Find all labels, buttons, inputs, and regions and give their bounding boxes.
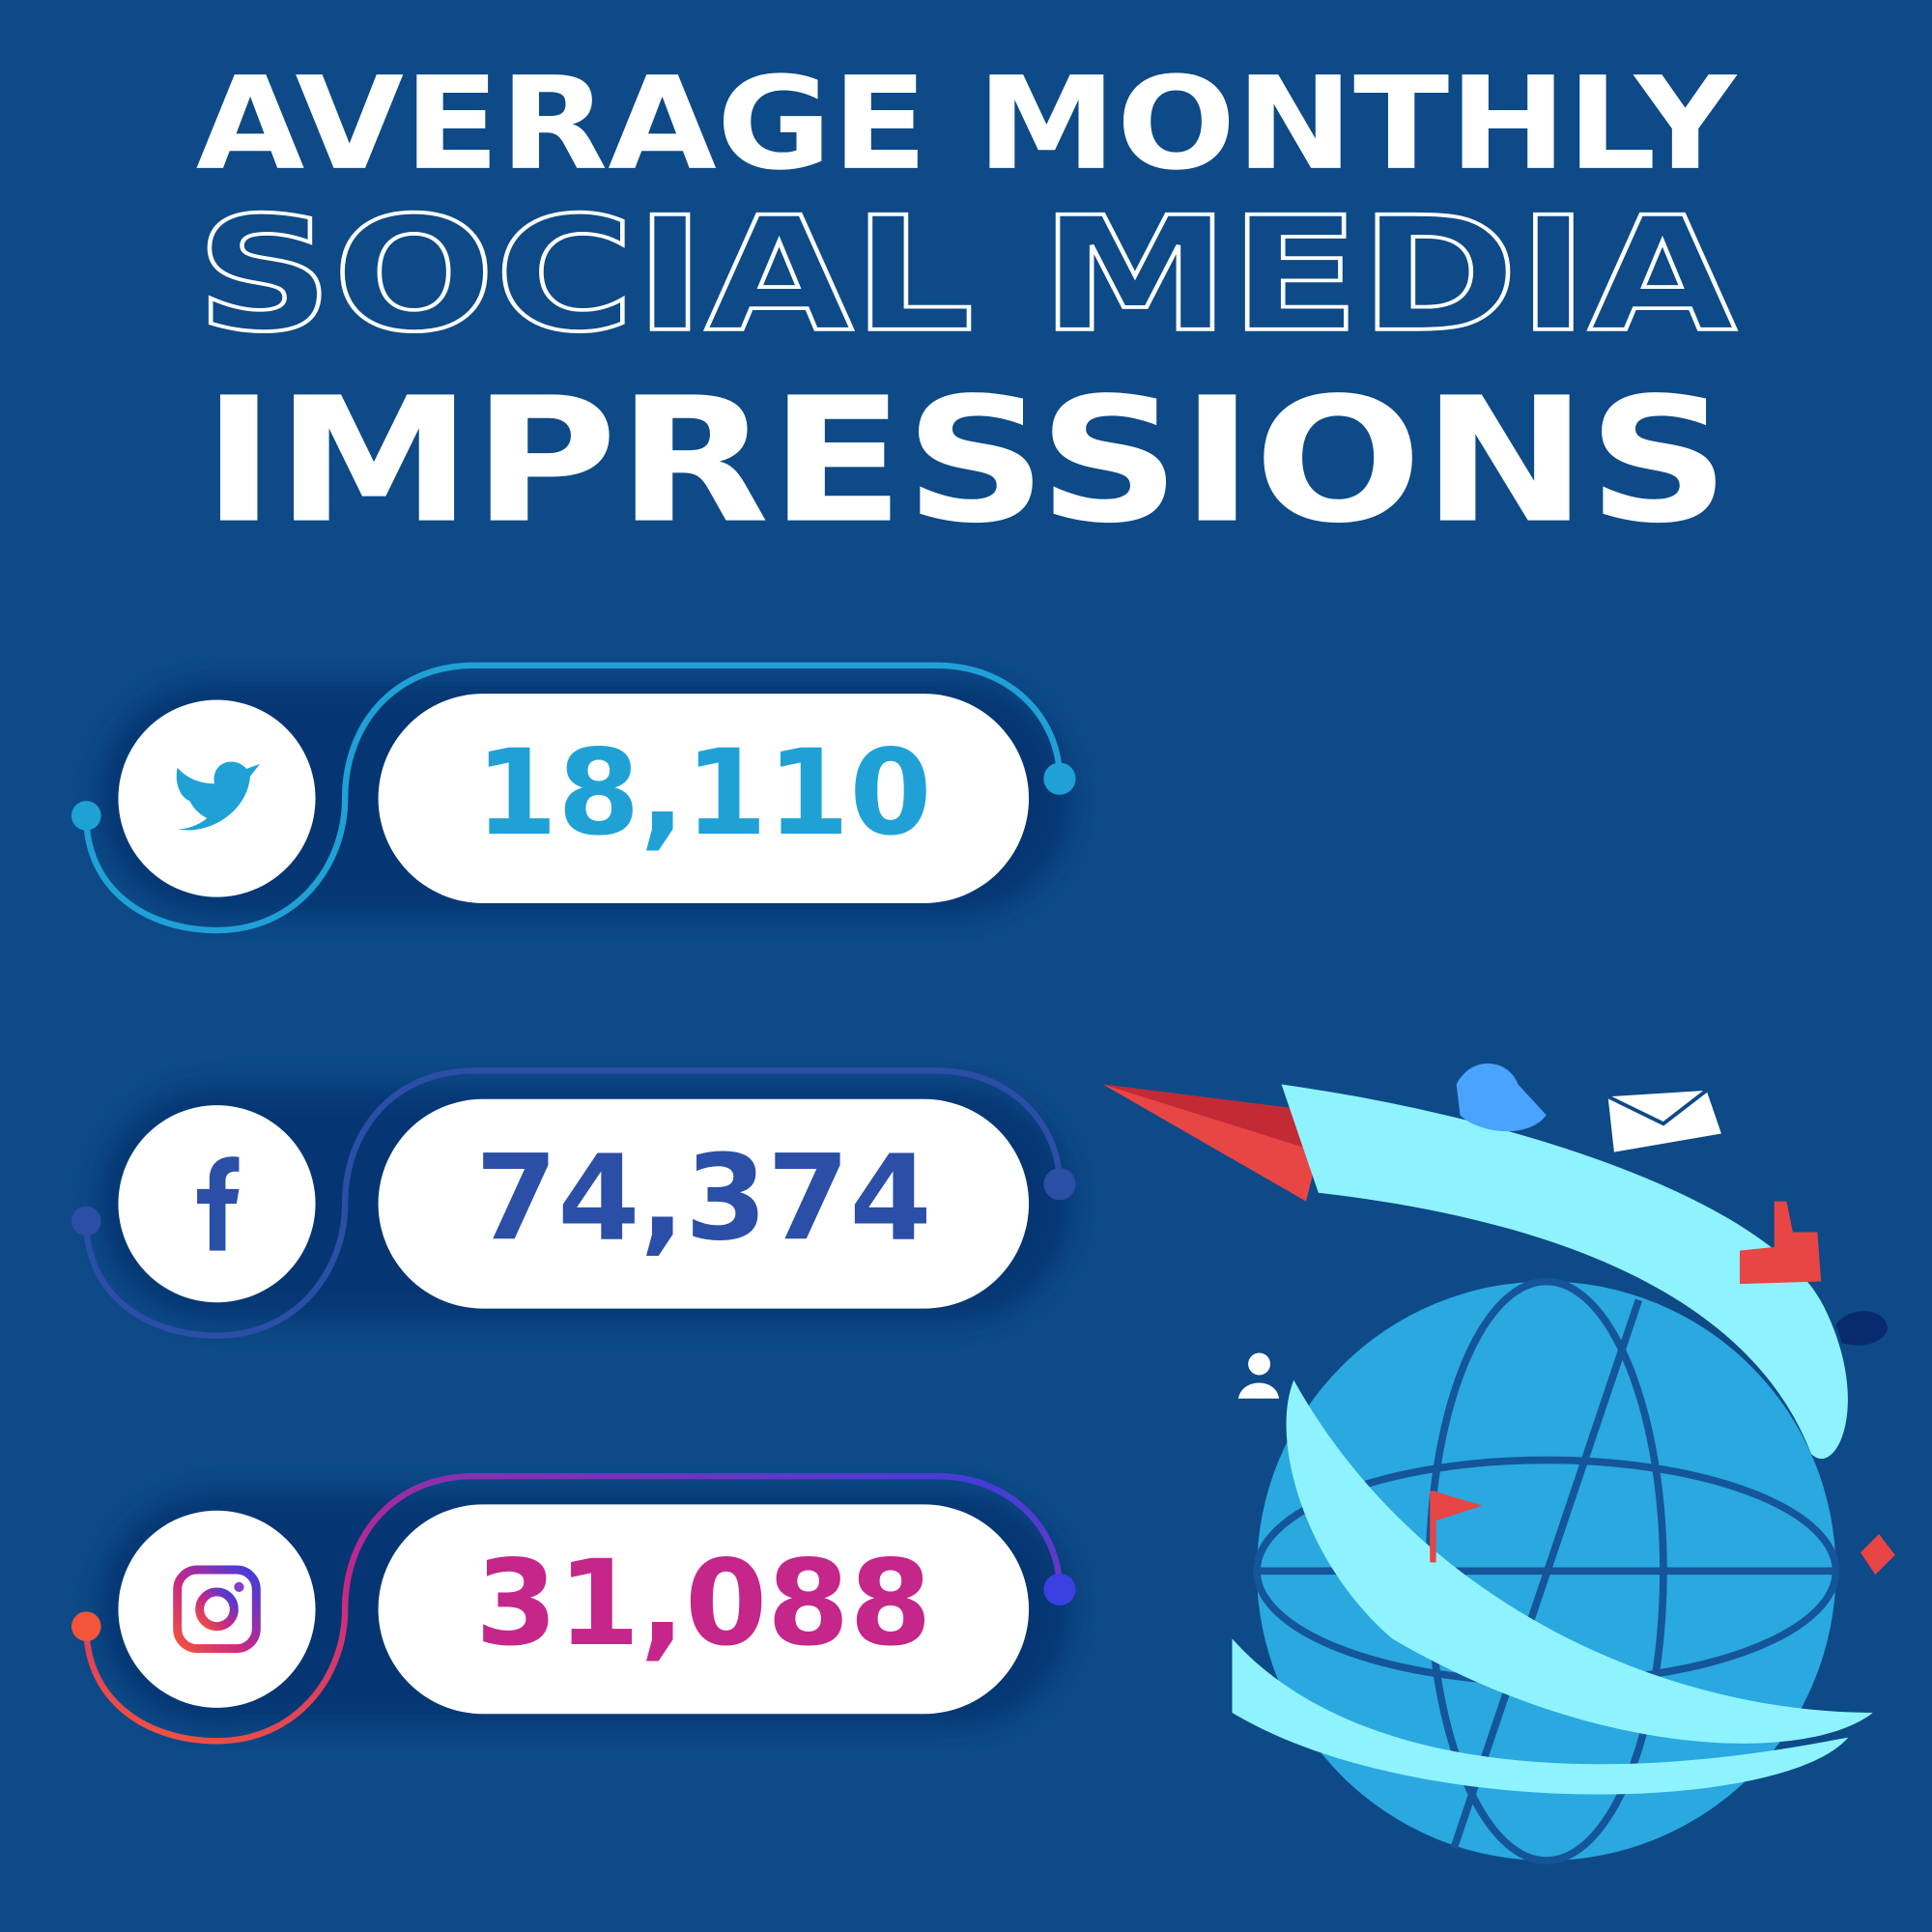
connector-dot [1043,762,1076,795]
connector-dot [71,1206,101,1236]
title-line: IMPRESSIONS [202,361,1730,562]
connector-dot [71,1611,101,1641]
connector-dot [1043,1573,1076,1605]
value-pill [378,1098,1030,1309]
value-pill [378,694,1030,903]
connector-dot [71,801,101,831]
connector-dot [1043,1168,1076,1201]
connector-arc [83,1472,1064,1745]
globe-illustration [1102,1063,1895,1864]
impressions-value: 74,374 [475,1128,931,1266]
platform-row: 31,088 [71,1472,1076,1745]
instagram-lens [195,1587,239,1632]
platform-row: 18,110 [71,662,1076,934]
facebook-icon [197,1156,240,1251]
title-line: AVERAGE MONTHLY [196,50,1739,199]
connector-arc [83,662,1064,934]
connector-arc [83,1067,1064,1339]
instagram-icon [173,1565,261,1654]
instagram-dot [234,1581,244,1592]
title-line-outline: SOCIAL MEDIA [196,183,1736,367]
impressions-value: 31,088 [475,1534,931,1672]
icon-circle [118,1510,316,1708]
impressions-value: 18,110 [475,724,931,862]
value-pill [378,1504,1030,1715]
rows: 18,110 74,374 31,088 [71,662,1076,1745]
twitter-icon [176,761,261,831]
platform-row: 74,374 [71,1067,1076,1339]
